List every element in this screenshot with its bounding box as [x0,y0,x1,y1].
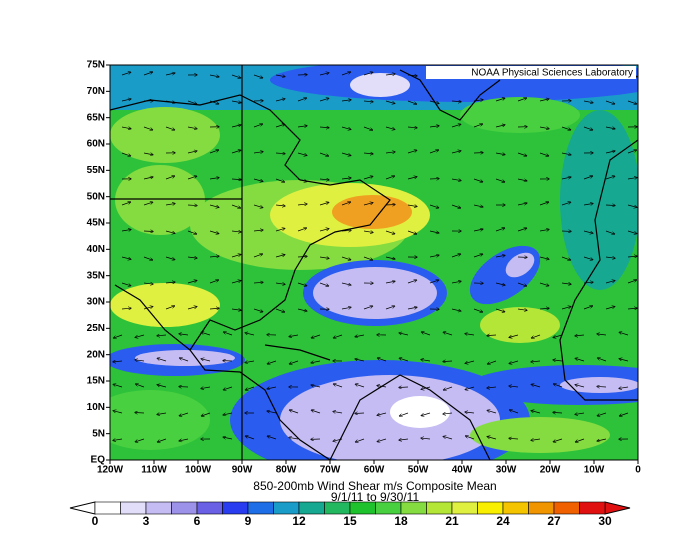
field-light [470,417,610,453]
lon-label: 50W [408,465,429,476]
colorbar-swatch [376,502,402,514]
lat-label: 10N [87,402,105,413]
colorbar-swatch [427,502,453,514]
lon-label: 110W [141,465,167,476]
colorbar-swatch [478,502,504,514]
lon-label: 90W [232,465,253,476]
colorbar-end [605,502,630,514]
colorbar-swatch [223,502,249,514]
field-orange [332,195,412,229]
colorbar: 0 3 6 9 12 15 18 21 24 27 30 [70,502,630,528]
colorbar-swatch [146,502,172,514]
lon-label: 120W [97,465,124,476]
field-low [280,375,500,465]
lon-label: 100W [185,465,212,476]
colorbar-swatch [554,502,580,514]
lat-label: 15N [87,376,105,387]
lon-label: 20W [540,465,561,476]
colorbar-label: 30 [598,514,612,528]
colorbar-label: 15 [343,514,357,528]
colorbar-label: 21 [445,514,459,528]
lat-label: 5N [92,428,105,439]
field-yellow [110,283,220,327]
credit: NOAA Physical Sciences Laboratory [471,68,633,79]
colorbar-label: 9 [245,514,252,528]
field-low [135,350,235,366]
colorbar-swatch [529,502,555,514]
colorbar-swatch [452,502,478,514]
lat-label: 70N [87,86,105,97]
colorbar-swatch [95,502,121,514]
lat-label: 25N [87,323,105,334]
field-low [313,267,437,319]
colorbar-label: 18 [394,514,408,528]
colorbar-swatch [401,502,427,514]
colorbar-swatch [503,502,529,514]
colorbar-label: 6 [194,514,201,528]
lon-label: 70W [320,465,341,476]
lat-label: 60N [87,139,105,150]
field-low [350,73,410,97]
colorbar-swatch [248,502,274,514]
lat-label: 45N [87,218,105,229]
shear-field [90,58,690,480]
lon-label: 80W [276,465,297,476]
colorbar-swatch [325,502,351,514]
lat-label: 20N [87,349,105,360]
colorbar-swatch [274,502,300,514]
colorbar-label: 0 [92,514,99,528]
lat-label: 75N [87,60,105,71]
lat-label: 50N [87,191,105,202]
colorbar-swatch [580,502,606,514]
lon-label: 30W [496,465,517,476]
field-min [390,396,450,428]
lon-label: 60W [364,465,385,476]
colorbar-swatch [350,502,376,514]
colorbar-swatch [299,502,325,514]
lon-label: 10W [584,465,605,476]
field-light [90,390,210,450]
colorbar-swatch [197,502,223,514]
colorbar-swatch [172,502,198,514]
field-yellow [480,307,560,343]
colorbar-label: 3 [143,514,150,528]
lat-label: 55N [87,165,105,176]
colorbar-label: 24 [496,514,510,528]
lat-label: 30N [87,297,105,308]
lat-label: 35N [87,270,105,281]
lon-label: 40W [452,465,473,476]
field-light [460,97,580,133]
colorbar-end [70,502,95,514]
lat-label: 65N [87,112,105,123]
colorbar-label: 27 [547,514,561,528]
lat-label: 40N [87,244,105,255]
colorbar-label: 12 [292,514,306,528]
lon-label: 0 [635,465,641,476]
field-low [560,377,640,393]
colorbar-swatch [121,502,147,514]
